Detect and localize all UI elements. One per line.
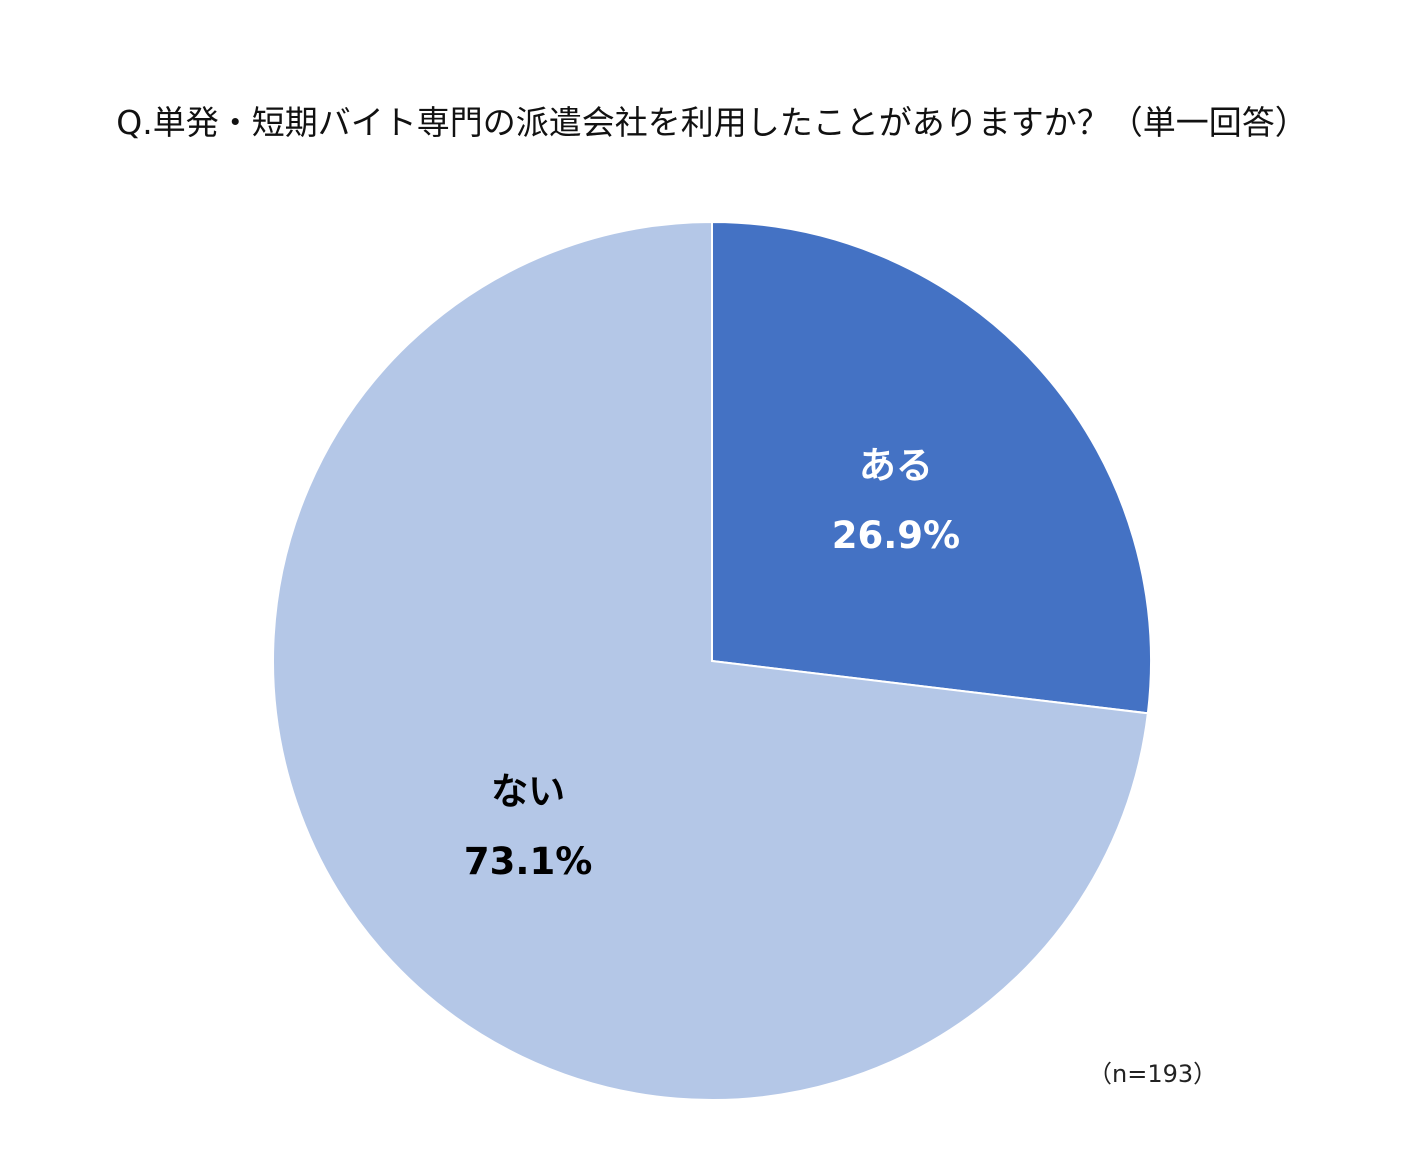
- pie-labels: ある 26.9% ない 73.1%: [464, 444, 960, 883]
- slice-value-label: 26.9%: [832, 514, 960, 557]
- pie-slice-1: [711, 220, 1153, 715]
- slice-category-label: ない: [491, 770, 565, 813]
- chart-title: Q.単発・短期バイト専門の派遣会社を利用したことがありますか？（単一回答）: [116, 103, 1308, 142]
- pie-slices: [272, 220, 1153, 1101]
- sample-size-note: （n=193）: [1088, 1060, 1218, 1088]
- pie-slice-2: [272, 220, 1149, 1101]
- slice-category-label: ある: [859, 444, 933, 487]
- slice-value-label: 73.1%: [464, 840, 592, 883]
